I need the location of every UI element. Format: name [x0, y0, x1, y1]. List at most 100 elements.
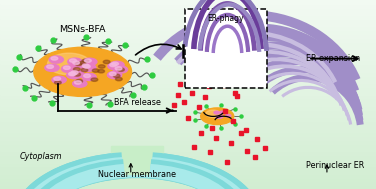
Circle shape — [103, 60, 110, 64]
Text: ER expansion: ER expansion — [306, 54, 360, 63]
Bar — [0, 83, 376, 87]
Bar — [0, 26, 376, 30]
Circle shape — [68, 58, 82, 65]
Bar — [0, 91, 376, 94]
Bar — [0, 125, 376, 129]
Bar — [111, 146, 164, 174]
Bar — [0, 129, 376, 132]
Circle shape — [71, 60, 85, 67]
Bar — [0, 94, 376, 98]
Circle shape — [83, 65, 90, 68]
Bar — [0, 110, 376, 113]
Circle shape — [45, 64, 59, 71]
Bar — [0, 98, 376, 102]
Circle shape — [34, 47, 132, 96]
Bar — [0, 68, 376, 72]
Bar — [0, 147, 376, 151]
Circle shape — [218, 115, 223, 118]
Circle shape — [110, 63, 117, 67]
Bar — [0, 49, 376, 53]
Circle shape — [91, 78, 98, 81]
Bar — [0, 102, 376, 106]
Circle shape — [71, 71, 78, 74]
Circle shape — [80, 63, 95, 70]
Circle shape — [98, 70, 105, 73]
Circle shape — [112, 62, 118, 66]
Bar — [0, 8, 376, 11]
Circle shape — [47, 53, 91, 75]
Bar — [0, 170, 376, 174]
Bar — [0, 155, 376, 159]
Circle shape — [74, 81, 81, 84]
Bar — [0, 15, 376, 19]
Circle shape — [220, 111, 225, 114]
Circle shape — [206, 110, 220, 117]
Text: ER-phagy: ER-phagy — [208, 14, 244, 23]
Bar — [0, 106, 376, 110]
Circle shape — [226, 114, 231, 117]
Bar — [0, 64, 376, 68]
Bar — [0, 72, 376, 76]
Circle shape — [84, 74, 91, 77]
Bar — [0, 30, 376, 34]
Bar — [0, 151, 376, 155]
Circle shape — [75, 62, 82, 66]
Bar — [0, 178, 376, 181]
Circle shape — [70, 59, 76, 62]
Bar — [0, 132, 376, 136]
Circle shape — [82, 64, 89, 67]
Bar — [0, 60, 376, 64]
Circle shape — [214, 111, 219, 114]
Bar — [0, 42, 376, 45]
Circle shape — [73, 61, 79, 64]
Circle shape — [73, 80, 87, 87]
Bar — [0, 117, 376, 121]
Circle shape — [70, 70, 84, 77]
Circle shape — [47, 65, 53, 68]
Bar — [0, 121, 376, 125]
Circle shape — [92, 69, 99, 72]
Circle shape — [216, 115, 221, 118]
Bar — [0, 159, 376, 163]
Circle shape — [54, 77, 61, 81]
Circle shape — [82, 59, 89, 63]
Circle shape — [81, 68, 88, 72]
Bar — [0, 34, 376, 38]
Circle shape — [99, 65, 105, 68]
Bar — [0, 19, 376, 23]
Bar — [0, 140, 376, 144]
Circle shape — [67, 71, 81, 79]
Bar — [0, 166, 376, 170]
Circle shape — [82, 64, 96, 71]
Text: Cytoplasm: Cytoplasm — [20, 152, 62, 161]
Bar — [0, 185, 376, 189]
Circle shape — [109, 72, 116, 76]
Circle shape — [108, 63, 122, 70]
Circle shape — [64, 66, 70, 69]
Bar — [0, 87, 376, 91]
Circle shape — [110, 61, 124, 69]
Bar — [0, 23, 376, 26]
Bar — [0, 174, 376, 178]
Circle shape — [74, 73, 80, 76]
Circle shape — [52, 76, 66, 84]
Circle shape — [68, 71, 82, 78]
Circle shape — [201, 108, 234, 125]
Text: Nuclear membrane: Nuclear membrane — [98, 170, 176, 179]
Circle shape — [115, 77, 122, 81]
Bar — [0, 136, 376, 140]
Circle shape — [118, 68, 124, 71]
Bar — [0, 38, 376, 42]
Bar — [0, 163, 376, 166]
FancyBboxPatch shape — [185, 9, 267, 88]
Bar — [0, 181, 376, 185]
Text: Perinuclear ER: Perinuclear ER — [306, 161, 364, 170]
Circle shape — [55, 81, 61, 84]
Bar — [0, 0, 376, 4]
Circle shape — [79, 61, 86, 65]
Bar — [0, 4, 376, 8]
Circle shape — [113, 66, 127, 73]
Bar — [0, 53, 376, 57]
Circle shape — [68, 72, 75, 76]
Bar — [0, 76, 376, 79]
